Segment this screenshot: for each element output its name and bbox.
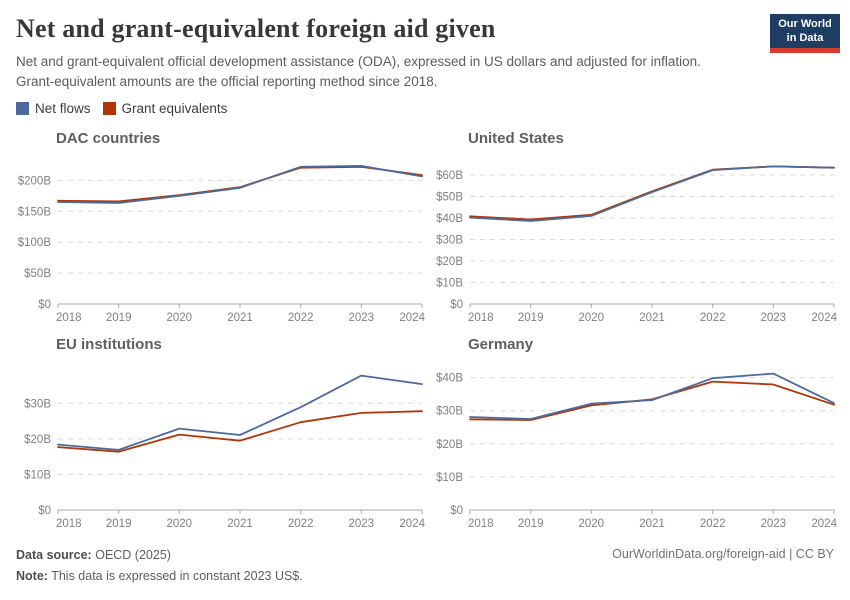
legend: Net flows Grant equivalents [16,101,227,116]
footer-source-label: Data source: [16,548,92,562]
svg-text:$50B: $50B [436,192,463,204]
chart-dac-countries: DAC countries $0 $50B $100B $150B $200B 2018 2… [14,130,426,330]
svg-text:2023: 2023 [761,518,787,530]
svg-text:2019: 2019 [518,312,544,324]
chart-plot-germany: $0 $10B $20B $30B $40B 2018 2019 2020 2021 2022 20… [436,373,837,530]
svg-text:2020: 2020 [167,518,193,530]
svg-text:$10B: $10B [436,472,463,484]
svg-text:2022: 2022 [700,518,726,530]
svg-text:2018: 2018 [56,518,82,530]
chart-plot-united-states: $0 $10B $20B $30B $40B $50B $60B 2018 2019 2020 20… [436,165,838,324]
svg-text:$60B: $60B [436,170,463,182]
chart-plot-eu-institutions: $0 $10B $20B $30B 2018 2019 2020 2021 2022 2023 20… [24,374,426,530]
footer-note-label: Note: [16,568,48,583]
footer-source: Data source: OECD (2025) [16,545,303,566]
svg-text:2021: 2021 [639,312,665,324]
svg-text:2024: 2024 [811,518,837,530]
svg-text:2018: 2018 [56,312,82,324]
svg-text:2020: 2020 [579,312,605,324]
svg-text:$0: $0 [38,505,51,517]
svg-text:$150B: $150B [18,206,52,218]
chart-plot-dac-countries: $0 $50B $100B $150B $200B 2018 2019 2020 2021 202… [18,164,426,324]
svg-text:2021: 2021 [227,312,253,324]
svg-text:$200B: $200B [18,175,52,187]
svg-text:2023: 2023 [761,312,787,324]
svg-text:2023: 2023 [349,518,375,530]
svg-text:2022: 2022 [700,312,726,324]
svg-text:2021: 2021 [227,518,253,530]
svg-text:2021: 2021 [639,518,665,530]
svg-text:2018: 2018 [468,518,494,530]
chart-germany: Germany $0 $10B $20B $30B $40B 2018 2019 2020 20… [426,336,838,536]
chart-title: Germany [468,336,534,353]
svg-text:2018: 2018 [468,312,494,324]
svg-text:$30B: $30B [24,398,51,410]
svg-text:2024: 2024 [399,312,425,324]
svg-text:$30B: $30B [436,235,463,247]
chart-title: DAC countries [56,130,161,147]
svg-text:$0: $0 [450,299,463,311]
svg-text:2024: 2024 [399,518,425,530]
svg-text:$40B: $40B [436,373,463,385]
svg-text:2022: 2022 [288,518,314,530]
chart-title: EU institutions [56,336,162,353]
svg-text:2020: 2020 [167,312,193,324]
charts-grid: DAC countries $0 $50B $100B $150B $200B 2018 2… [14,130,838,536]
footer-attribution: Data source: OECD (2025) Note: This data… [16,545,303,586]
svg-text:$10B: $10B [24,469,51,481]
legend-label-net-flows: Net flows [35,101,91,116]
footer-link[interactable]: OurWorldinData.org/foreign-aid | CC BY [612,547,834,561]
svg-text:$20B: $20B [24,434,51,446]
svg-text:2019: 2019 [518,518,544,530]
svg-text:$50B: $50B [24,268,51,280]
chart-eu-institutions: EU institutions $0 $10B $20B $30B 2018 2019 20… [14,336,426,536]
svg-text:$30B: $30B [436,406,463,418]
svg-text:2019: 2019 [106,312,132,324]
legend-item-net-flows: Net flows [16,101,91,116]
page-title: Net and grant-equivalent foreign aid giv… [16,14,496,43]
legend-item-grant-equivalents: Grant equivalents [102,101,228,116]
owid-logo[interactable]: Our World in Data [770,14,840,53]
owid-logo-line1: Our World [778,17,832,30]
svg-text:$10B: $10B [436,278,463,290]
svg-text:2022: 2022 [288,312,314,324]
chart-united-states: United States $0 $10B $20B $30B $40B $50B $60B… [426,130,838,330]
svg-text:$40B: $40B [436,213,463,225]
svg-text:$100B: $100B [18,237,52,249]
chart-subtitle: Net and grant-equivalent official develo… [16,54,701,90]
net-flows-swatch-icon [16,102,29,115]
svg-text:$20B: $20B [436,439,463,451]
svg-text:$20B: $20B [436,256,463,268]
grant-equivalents-swatch-icon [102,102,116,115]
footer-note: Note: This data is expressed in constant… [16,566,303,587]
svg-text:$0: $0 [38,299,51,311]
footer-note-value: This data is expressed in constant 2023 … [51,568,303,583]
owid-logo-line2: in Data [786,32,824,44]
svg-text:2019: 2019 [106,518,132,530]
svg-text:2024: 2024 [811,312,837,324]
svg-text:$0: $0 [450,505,463,517]
legend-label-grant-equivalents: Grant equivalents [121,101,228,116]
svg-text:2023: 2023 [349,312,375,324]
footer-source-value: OECD (2025) [95,548,171,562]
svg-text:2020: 2020 [579,518,605,530]
chart-title: United States [468,130,564,147]
